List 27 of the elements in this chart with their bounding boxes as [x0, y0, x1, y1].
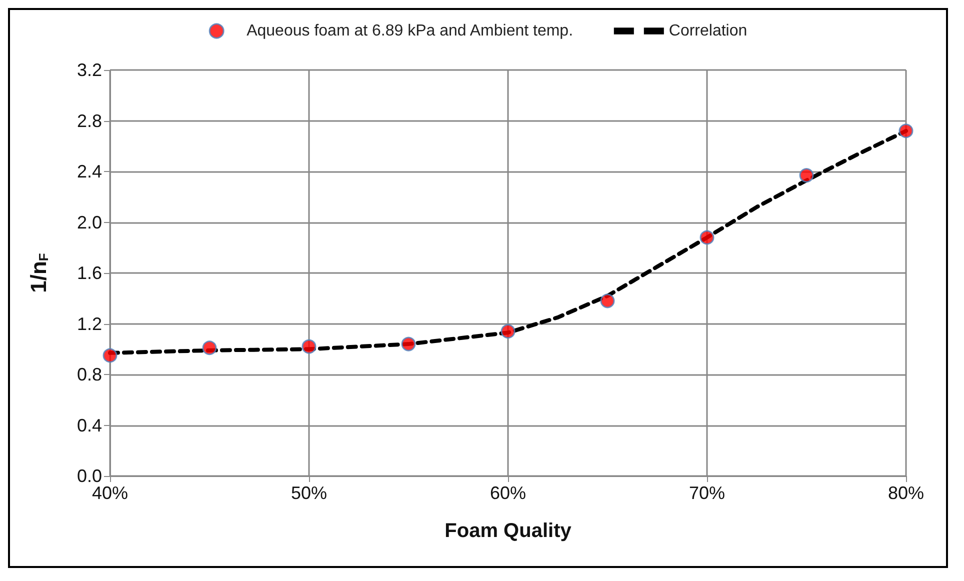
legend-label: Correlation — [668, 22, 748, 40]
y-tick-label: 0.0 — [76, 466, 102, 486]
point — [799, 168, 814, 183]
y-tick-label: 0.8 — [76, 364, 102, 384]
x-tick-label: 50% — [290, 483, 328, 503]
y-tick-label: 1.6 — [76, 263, 102, 283]
x-axis-title: Foam Quality — [444, 520, 572, 542]
y-tick-label: 2.8 — [76, 110, 102, 131]
x-tick-label: 70% — [688, 483, 726, 503]
point — [102, 348, 118, 363]
point — [600, 294, 615, 308]
point — [700, 230, 714, 245]
point — [401, 336, 416, 352]
y-axis-title: 1/nF — [26, 253, 51, 293]
point — [202, 340, 217, 356]
x-tick-label: 60% — [490, 483, 526, 503]
legend-label: Aqueous foam at 6.89 kPa and Ambient temp. — [246, 22, 574, 40]
y-tick-label: 2.4 — [76, 162, 102, 182]
x-tick-label: 80% — [888, 483, 924, 503]
y-tick-label: 3.2 — [76, 60, 102, 80]
y-tick-label: 0.4 — [76, 415, 102, 436]
point — [302, 339, 316, 354]
point — [500, 324, 516, 339]
x-tick-label: 40% — [92, 483, 128, 503]
point — [898, 124, 914, 138]
y-tick-label: 2.0 — [76, 212, 102, 232]
y-tick-label: 1.2 — [76, 314, 102, 334]
